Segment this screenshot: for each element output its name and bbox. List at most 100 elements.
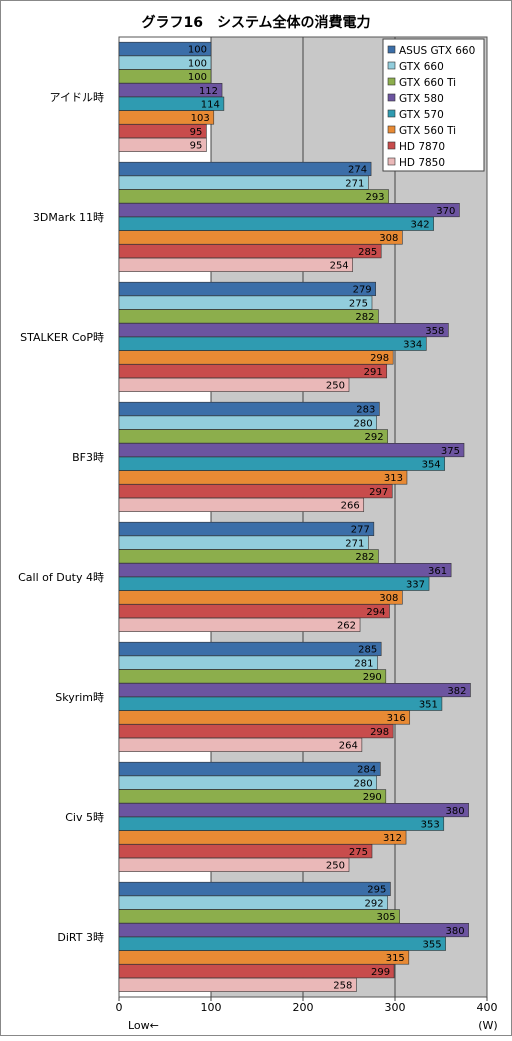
- x-axis-ticks: 0 100 200 300 400: [116, 997, 498, 1014]
- bar: [118, 216, 434, 231]
- bar: [118, 244, 382, 259]
- bar-value-label: 361: [428, 566, 447, 577]
- bar: [118, 604, 390, 619]
- bar: [118, 590, 403, 605]
- bar-value-label: 299: [371, 967, 390, 978]
- x-tick-label: 200: [293, 1001, 314, 1014]
- bar-value-label: 380: [446, 926, 465, 937]
- bar: [118, 497, 365, 512]
- legend-box: [382, 38, 485, 172]
- bar-value-label: 250: [326, 861, 345, 872]
- bar: [118, 964, 395, 979]
- bar: [118, 230, 403, 245]
- legend-label: GTX 560 Ti: [399, 125, 456, 137]
- bar: [118, 789, 387, 804]
- legend-label: GTX 660: [399, 61, 444, 73]
- bar: [118, 322, 449, 338]
- bar-value-label: 280: [354, 778, 373, 789]
- bar-value-label: 292: [365, 432, 384, 443]
- category-label: 3DMark 11時: [33, 211, 104, 224]
- bar-value-label: 279: [353, 285, 372, 296]
- bar-value-label: 353: [421, 820, 440, 831]
- bar: [118, 562, 452, 578]
- bar: [118, 137, 207, 152]
- x-tick-label: 100: [201, 1001, 222, 1014]
- bar: [118, 442, 465, 458]
- bar: [118, 802, 469, 818]
- bar: [118, 857, 350, 872]
- bar: [118, 470, 408, 485]
- bar: [118, 710, 411, 725]
- bar: [118, 281, 376, 297]
- bar: [118, 844, 373, 859]
- category-label: Civ 5時: [65, 811, 104, 824]
- bar: [118, 401, 380, 417]
- bar-value-label: 382: [447, 686, 466, 697]
- bar: [118, 909, 400, 924]
- bar-value-label: 271: [345, 538, 364, 549]
- bar: [118, 364, 388, 379]
- bar-value-label: 285: [358, 247, 377, 258]
- legend-label: HD 7850: [399, 157, 445, 169]
- bar: [118, 161, 372, 176]
- bar-value-label: 290: [363, 672, 382, 683]
- bar-value-label: 262: [337, 621, 356, 632]
- bar: [118, 175, 369, 190]
- bar: [118, 429, 388, 444]
- bar-value-label: 351: [419, 700, 438, 711]
- bar-value-label: 266: [341, 501, 360, 512]
- category-label: BF3時: [72, 451, 104, 464]
- bar: [118, 950, 410, 965]
- bar: [118, 336, 427, 351]
- bar-value-label: 95: [190, 141, 203, 152]
- legend-label: GTX 660 Ti: [399, 77, 456, 89]
- bar-value-label: 274: [348, 165, 367, 176]
- bar-value-label: 258: [333, 981, 352, 992]
- bar: [118, 682, 471, 698]
- bar: [118, 549, 379, 564]
- bar: [118, 257, 353, 272]
- legend-swatch: [387, 141, 396, 150]
- bar: [118, 775, 377, 790]
- x-tick-label: 300: [385, 1001, 406, 1014]
- legend-swatch: [387, 125, 396, 134]
- category-label: DiRT 3時: [57, 931, 104, 944]
- bar-value-label: 305: [377, 912, 396, 923]
- chart-title: グラフ16 システム全体の消費電力: [141, 14, 370, 31]
- bar-value-label: 298: [370, 727, 389, 738]
- bar-value-label: 250: [326, 381, 345, 392]
- bar-value-label: 294: [366, 607, 385, 618]
- bar-value-label: 275: [349, 298, 368, 309]
- bar-value-label: 285: [358, 645, 377, 656]
- bar-value-label: 290: [363, 792, 382, 803]
- bar-value-label: 103: [191, 113, 210, 124]
- bar: [118, 761, 381, 777]
- x-tick-label: 0: [116, 1001, 123, 1014]
- bar-value-label: 313: [384, 473, 403, 484]
- bar-value-label: 298: [370, 353, 389, 364]
- bar-value-label: 291: [364, 367, 383, 378]
- bar: [118, 189, 389, 204]
- legend-swatch: [387, 157, 396, 166]
- bar: [118, 641, 382, 657]
- x-tick-label: 400: [477, 1001, 498, 1014]
- bar: [118, 295, 373, 310]
- bar-value-label: 308: [379, 593, 398, 604]
- bar-value-label: 295: [367, 885, 386, 896]
- bar: [118, 576, 430, 591]
- bar-value-label: 370: [436, 206, 455, 217]
- bar-value-label: 358: [425, 326, 444, 337]
- axis-note-low: Low←: [128, 1019, 159, 1032]
- category-labels: アイドル時 3DMark 11時 STALKER CoP時 BF3時 Call of D…: [18, 91, 104, 944]
- bar-value-label: 337: [406, 580, 425, 591]
- bar-value-label: 355: [423, 940, 442, 951]
- bar-value-label: 293: [365, 192, 384, 203]
- bar-value-label: 254: [330, 261, 349, 272]
- bar: [118, 415, 377, 430]
- category-label: Call of Duty 4時: [18, 571, 104, 584]
- legend: ASUS GTX 660 GTX 660 GTX 660 Ti GTX 580 GTX …: [382, 38, 485, 172]
- bar-value-label: 282: [355, 552, 374, 563]
- bar: [118, 521, 375, 537]
- category-label: アイドル時: [50, 91, 104, 104]
